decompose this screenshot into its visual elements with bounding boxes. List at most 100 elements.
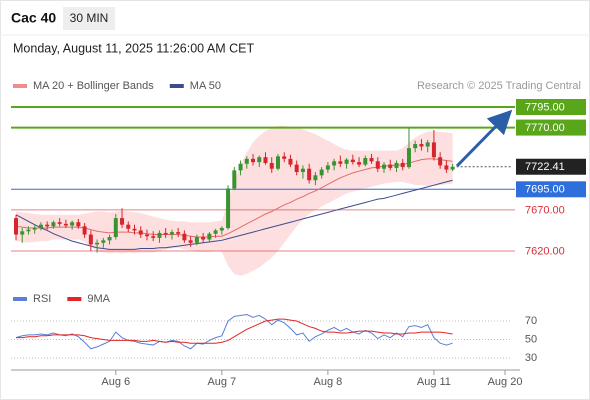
candle-body: [275, 156, 280, 169]
y-tick-label: 70: [525, 315, 537, 327]
candle-body: [425, 142, 430, 147]
candle-body: [188, 240, 193, 243]
candle-body: [375, 161, 380, 169]
projection-arrow: [455, 109, 513, 168]
candle-body: [201, 237, 206, 240]
source: Research © 2025 Trading Central: [417, 80, 581, 92]
legend-label: MA 50: [190, 80, 221, 92]
candle-body: [219, 227, 224, 231]
candle-body: [113, 218, 118, 238]
candle-body: [338, 161, 343, 164]
x-tick-label: Aug 7: [207, 376, 236, 388]
candle-body: [101, 240, 106, 243]
candle-body: [413, 144, 418, 149]
candle-body: [294, 164, 299, 173]
candle-body: [88, 234, 93, 245]
candle-body: [226, 188, 231, 228]
level-label-box: [516, 99, 586, 116]
candle-body: [144, 234, 149, 237]
legend-label: RSI: [33, 293, 51, 305]
y-tick-label: 30: [525, 352, 537, 364]
candle-body: [194, 237, 199, 243]
level-label-box: [516, 158, 586, 175]
candle-body: [169, 232, 174, 235]
candle-body: [400, 162, 405, 168]
candle-body: [51, 222, 56, 227]
candle-body: [369, 158, 374, 162]
interval-box[interactable]: [63, 7, 115, 30]
legend-swatch: [13, 297, 27, 301]
candle-body: [350, 159, 355, 163]
candle-body: [157, 232, 162, 238]
candle-body: [344, 159, 349, 164]
level-label-box: [516, 181, 586, 198]
candle-body: [151, 236, 156, 238]
candle-body: [76, 222, 81, 227]
y-tick-label: 50: [525, 333, 537, 345]
level-label: 7695.00: [525, 184, 565, 196]
bollinger-band: [15, 125, 453, 276]
x-tick-label: Aug 11: [417, 376, 451, 388]
candle-body: [26, 229, 31, 232]
candle-body: [163, 232, 168, 235]
level-label-box: [516, 119, 586, 136]
level-label: 7670.00: [525, 204, 565, 216]
candle-body: [382, 164, 387, 169]
candle-body: [313, 175, 318, 181]
interval[interactable]: 30 MIN: [70, 11, 109, 25]
candle-body: [57, 222, 62, 224]
candle-body: [13, 218, 18, 235]
level-label: 7770.00: [525, 122, 565, 134]
candle-body: [107, 237, 112, 241]
candle-body: [357, 162, 362, 165]
candle-body: [419, 144, 424, 147]
candle-body: [138, 230, 143, 235]
candle-body: [32, 227, 37, 230]
candle-body: [182, 233, 187, 241]
moving-average: [15, 179, 453, 250]
legend-label: MA 20 + Bollinger Bands: [33, 80, 154, 92]
candle-body: [282, 156, 287, 159]
candle-body: [438, 157, 443, 166]
indicator-line: [15, 314, 453, 350]
candle-body: [232, 170, 237, 189]
candle-body: [45, 224, 50, 227]
candle-body: [325, 165, 330, 170]
candle-body: [307, 168, 312, 181]
candle-body: [394, 162, 399, 168]
legend-swatch: [67, 297, 82, 301]
symbol: Cac 40: [11, 10, 56, 26]
candle-body: [126, 224, 131, 229]
candle-body: [332, 161, 337, 166]
candle-body: [431, 142, 436, 158]
candle-body: [263, 157, 268, 163]
candle-body: [288, 158, 293, 165]
candle-body: [444, 165, 449, 170]
level-label: 7722.41: [525, 161, 565, 173]
candle-body: [95, 242, 100, 245]
legend-swatch: [169, 84, 184, 88]
candle-body: [363, 158, 368, 165]
candle-body: [406, 148, 411, 168]
candle-body: [38, 224, 43, 228]
candle-body: [120, 218, 125, 225]
candle-body: [269, 162, 274, 169]
x-tick-label: Aug 20: [488, 376, 523, 388]
candle-body: [251, 158, 256, 163]
candle-body: [238, 163, 243, 171]
moving-average: [15, 158, 453, 238]
indicator-line: [15, 318, 453, 344]
candle-body: [450, 166, 455, 170]
candle-body: [20, 231, 25, 235]
datetime: Monday, August 11, 2025 11:26:00 AM CET: [13, 41, 254, 55]
candle-body: [207, 233, 212, 240]
x-tick-label: Aug 8: [314, 376, 343, 388]
level-label: 7795.00: [525, 101, 565, 113]
legend-swatch: [13, 84, 27, 88]
candle-body: [300, 168, 305, 173]
candle-body: [132, 228, 137, 231]
candle-body: [257, 157, 262, 163]
candle-body: [63, 223, 68, 226]
candle-body: [244, 158, 249, 164]
